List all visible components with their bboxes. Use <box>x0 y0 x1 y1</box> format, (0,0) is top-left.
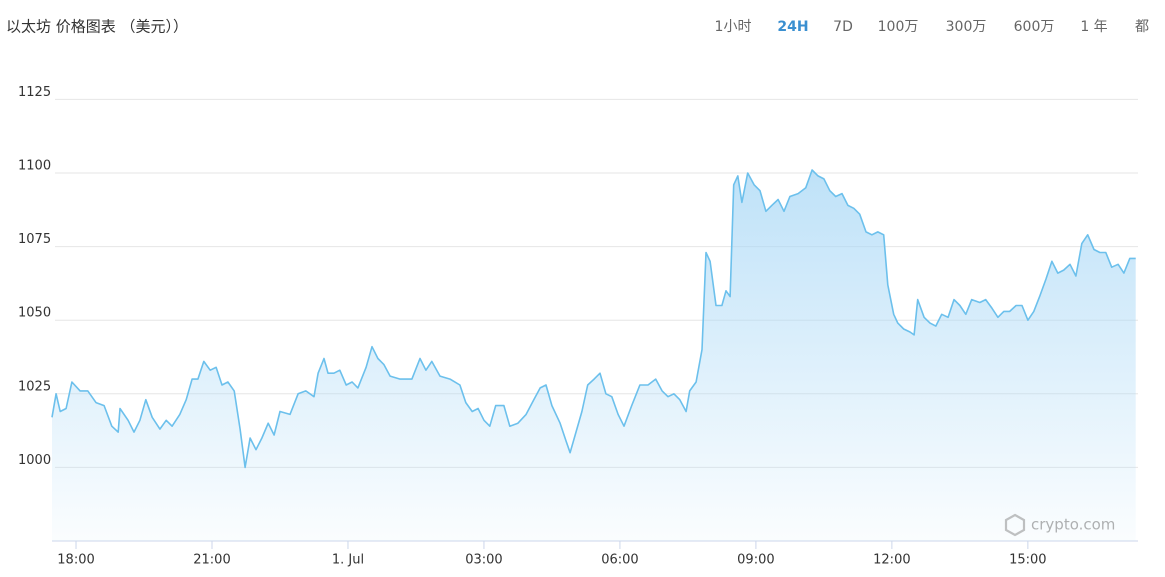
x-tick-label: 09:00 <box>737 553 774 568</box>
y-tick-label: 1000 <box>18 453 51 468</box>
watermark: crypto.com <box>1004 513 1115 537</box>
x-tick-label: 03:00 <box>465 553 502 568</box>
x-tick-label: 15:00 <box>1009 553 1046 568</box>
x-tick-label: 18:00 <box>57 553 94 568</box>
y-tick-label: 1100 <box>18 158 51 173</box>
y-tick-label: 1125 <box>18 85 51 100</box>
y-tick-label: 1050 <box>18 306 51 321</box>
x-tick-label: 06:00 <box>601 553 638 568</box>
x-tick-label: 1. Jul <box>332 553 364 568</box>
x-tick-label: 12:00 <box>873 553 910 568</box>
watermark-logo <box>1004 513 1026 537</box>
range-button[interactable]: 300万 <box>946 19 987 35</box>
range-button[interactable]: 1 年 <box>1080 19 1107 35</box>
price-line <box>51 169 1136 469</box>
range-button[interactable]: 1小时 <box>715 19 752 35</box>
range-button[interactable]: 7D <box>833 19 853 35</box>
x-tick-label: 21:00 <box>193 553 230 568</box>
range-button[interactable]: 都 <box>1135 19 1149 35</box>
area <box>52 170 1136 541</box>
range-button[interactable]: 24H <box>777 19 808 35</box>
chart-title: 以太坊 价格图表 （美元）） <box>6 18 188 36</box>
watermark-text: crypto.com <box>1031 516 1115 534</box>
y-tick-label: 1075 <box>18 232 51 247</box>
range-button[interactable]: 100万 <box>878 19 919 35</box>
range-button[interactable]: 600万 <box>1014 19 1055 35</box>
y-tick-label: 1025 <box>18 379 51 394</box>
